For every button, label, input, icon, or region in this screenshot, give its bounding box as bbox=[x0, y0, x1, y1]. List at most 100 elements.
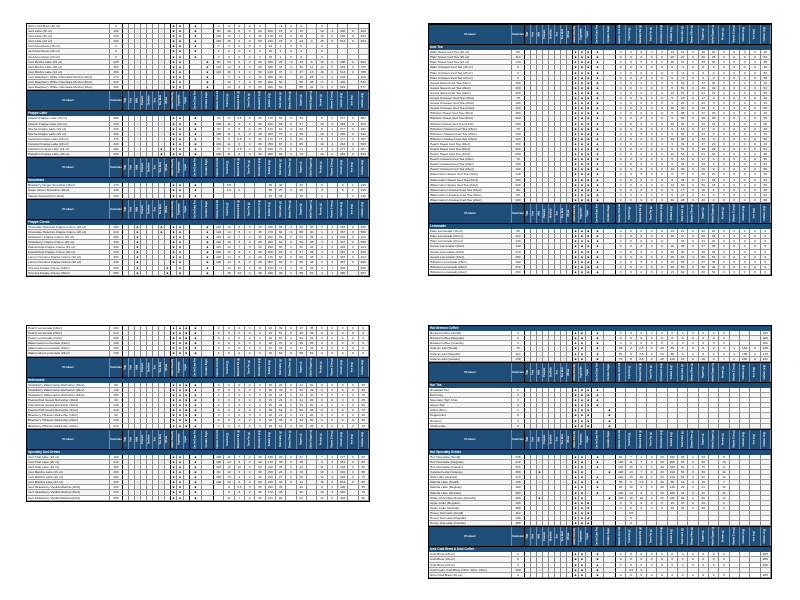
nutrient-value: 0 bbox=[224, 49, 235, 54]
nutrient-value: 0 bbox=[647, 90, 658, 96]
nutrient-value: 0 bbox=[750, 351, 761, 356]
column-header-label: Wheat bbox=[166, 363, 169, 371]
empty-cell bbox=[537, 239, 543, 244]
column-header: Egg bbox=[123, 158, 129, 178]
column-header-label: Saturated Fat (g) bbox=[640, 527, 643, 546]
nutrient-value: 0 bbox=[235, 382, 245, 387]
nutrient-value bbox=[730, 413, 740, 418]
filled-square-icon: ■ bbox=[190, 480, 202, 485]
column-header: Dietary Fiber (g) bbox=[688, 25, 699, 44]
column-header: Fish bbox=[531, 527, 537, 547]
column-header: Calcium (mg) bbox=[740, 429, 751, 449]
filled-square-icon: ■ bbox=[573, 521, 580, 526]
nutrient-value: 0 bbox=[245, 224, 256, 229]
nutrient-value: 35 bbox=[255, 235, 266, 240]
empty-cell bbox=[549, 55, 555, 60]
nutrient-value: 15 bbox=[224, 475, 235, 480]
column-header-label: Calories from Fat bbox=[217, 429, 220, 449]
empty-cell bbox=[190, 229, 202, 234]
empty-cell bbox=[561, 65, 567, 70]
nutrient-value bbox=[616, 387, 627, 393]
empty-cell bbox=[604, 131, 616, 136]
nutrient-value: 0 bbox=[245, 270, 256, 275]
column-header: Fish bbox=[531, 204, 537, 223]
nutrient-value: 10 bbox=[224, 59, 235, 64]
column-header: Calories bbox=[512, 204, 525, 223]
empty-cell bbox=[561, 167, 567, 172]
empty-cell bbox=[147, 423, 153, 428]
empty-cell bbox=[555, 346, 561, 351]
nutrient-value bbox=[616, 393, 627, 398]
calories: 440 bbox=[110, 141, 123, 146]
nutrient-value: 48 bbox=[276, 346, 287, 351]
column-header-label: Wheat bbox=[568, 533, 571, 541]
nutrient-value: 35 bbox=[616, 346, 627, 351]
empty-cell bbox=[531, 475, 537, 480]
column-header-label: Soy bbox=[556, 32, 559, 37]
nutrient-value: 340 bbox=[338, 490, 349, 495]
empty-cell bbox=[543, 121, 549, 126]
filled-square-icon: ■ bbox=[202, 255, 214, 260]
table-row: Chamomile 0 ■ ■ ■ ■ bbox=[429, 423, 771, 429]
product-name: Cold Brew (20 oz) bbox=[429, 557, 512, 562]
nutrient-value: 0 bbox=[214, 54, 225, 59]
nutrient-value: 15 bbox=[699, 480, 709, 485]
nutrient-value: 145 bbox=[359, 183, 369, 188]
calories: 70 bbox=[512, 126, 525, 131]
nutrient-value: 0 bbox=[678, 552, 689, 557]
empty-cell bbox=[555, 116, 561, 121]
nutrient-value: 0 bbox=[657, 552, 668, 557]
column-header: Soy bbox=[555, 25, 561, 44]
column-header: Added Sugars (g) bbox=[709, 527, 720, 547]
circle-icon: ○ bbox=[159, 141, 165, 146]
empty-cell bbox=[555, 234, 561, 239]
filled-square-icon: ■ bbox=[579, 249, 586, 254]
table-row: Hibiscus Sweet Iced Tea (24oz) 250 ■ ■ ■ ■ 0 0 0… bbox=[429, 121, 771, 127]
nutrient-value: 0 bbox=[740, 85, 751, 90]
empty-cell bbox=[537, 387, 543, 393]
empty-cell bbox=[549, 96, 555, 101]
circle-icon: ○ bbox=[159, 80, 165, 85]
column-header-label: Milk bbox=[538, 534, 541, 539]
empty-cell bbox=[525, 152, 531, 157]
nutrient-value: 0 bbox=[214, 49, 225, 54]
nutrient-value: 51 bbox=[307, 336, 318, 341]
nutrient-value: 46 bbox=[709, 264, 720, 269]
empty-cell bbox=[567, 192, 573, 197]
empty-cell bbox=[549, 356, 555, 361]
nutrient-value: 21 bbox=[297, 413, 307, 418]
calories: 380 bbox=[512, 505, 525, 510]
column-header-label: Gluten Friendly bbox=[574, 528, 577, 546]
column-header-label: Added Sugars (g) bbox=[310, 429, 313, 449]
calories: 140 bbox=[512, 172, 525, 177]
nutrient-value: 35 bbox=[307, 235, 318, 240]
nutrient-value: 0 bbox=[719, 341, 730, 346]
nutrient-value: 0 bbox=[637, 70, 647, 75]
column-header-label: Added Sugars (g) bbox=[712, 429, 715, 449]
empty-cell bbox=[549, 259, 555, 264]
nutrient-value bbox=[761, 454, 771, 459]
nutrient-value: 0 bbox=[317, 24, 328, 29]
filled-square-icon: ■ bbox=[592, 101, 604, 106]
column-header: Wheat bbox=[165, 199, 171, 219]
column-header: Calcium (mg) bbox=[740, 25, 751, 44]
filled-square-icon: ■ bbox=[202, 64, 214, 69]
column-header-label: Shellfish bbox=[148, 434, 151, 444]
section-title: Hot Tea bbox=[429, 382, 771, 388]
nutrient-value bbox=[338, 49, 349, 54]
nutrient-value bbox=[750, 495, 761, 500]
nutrient-value: 54 bbox=[276, 116, 287, 121]
empty-cell bbox=[567, 259, 573, 264]
nutrient-value: 0 bbox=[719, 239, 730, 244]
nutrient-value: 0 bbox=[224, 382, 235, 387]
nutrient-value: 30 bbox=[657, 459, 668, 465]
column-header: Vegetarian bbox=[579, 527, 586, 547]
nutrient-value: 11 bbox=[626, 459, 637, 465]
nutrient-value: 0 bbox=[637, 182, 647, 187]
nutrient-value: 0 bbox=[224, 351, 235, 356]
empty-cell bbox=[129, 423, 135, 428]
empty-cell bbox=[165, 224, 171, 229]
empty-cell bbox=[531, 111, 537, 116]
nutrient-value bbox=[647, 567, 658, 572]
empty-cell bbox=[123, 34, 129, 39]
